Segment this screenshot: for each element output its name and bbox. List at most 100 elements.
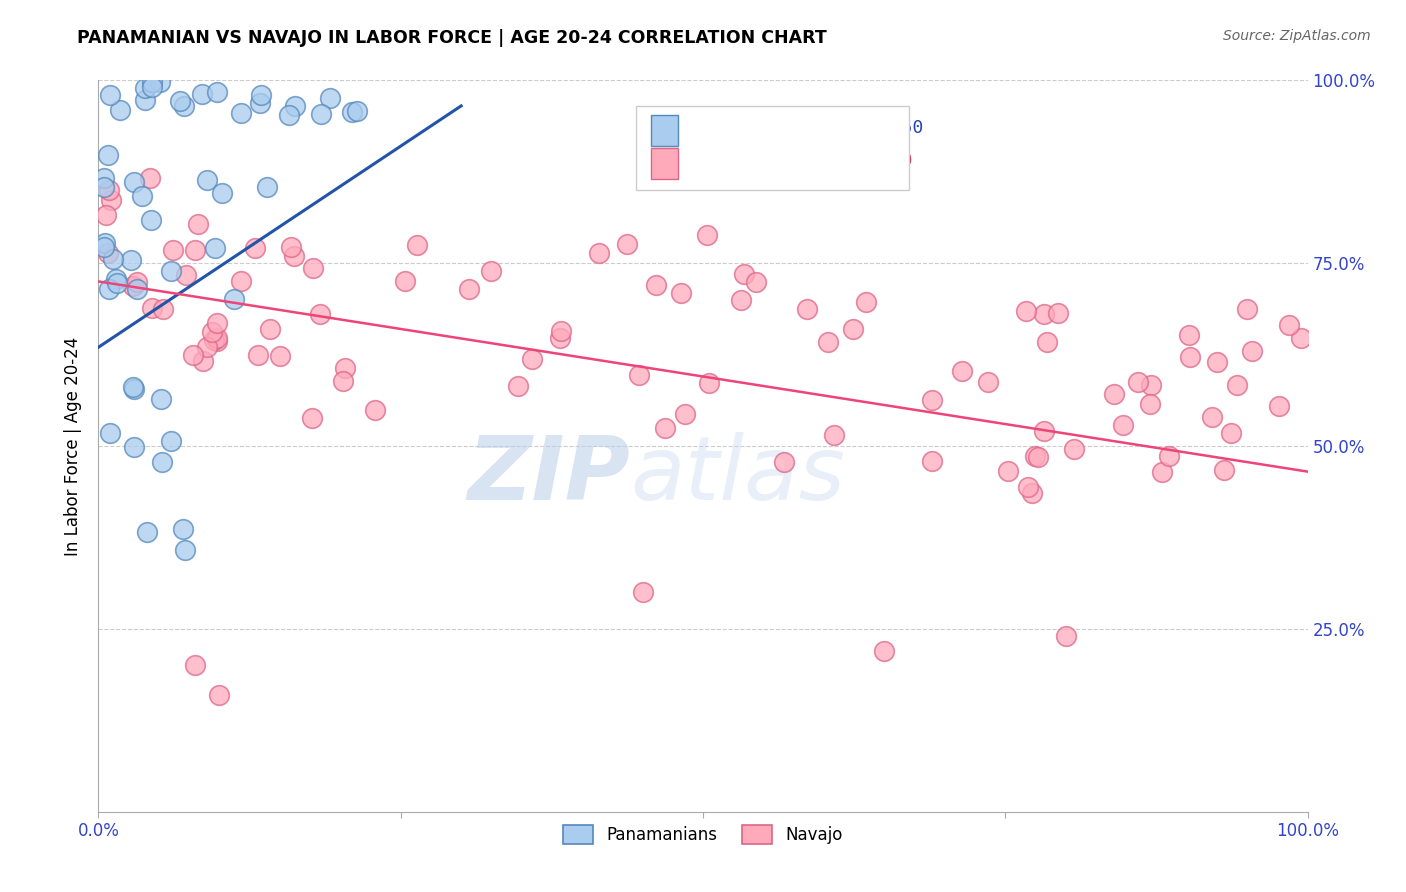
Point (259, 322, 281, 336)
Point (121, 252, 143, 267)
Point (191, 353, 214, 368)
Point (301, 261, 323, 276)
Point (841, 321, 863, 335)
Point (184, 658, 207, 673)
Point (174, 268, 197, 283)
Point (108, 103, 131, 117)
Point (100, 193, 122, 207)
Point (1033, 307, 1056, 321)
Point (1024, 450, 1046, 464)
Point (201, 325, 224, 339)
Point (122, 441, 145, 455)
Point (121, 379, 143, 393)
Point (1032, 424, 1054, 438)
Point (588, 245, 610, 260)
Point (333, 360, 356, 375)
Point (1178, 327, 1201, 342)
Point (950, 364, 973, 378)
Point (1278, 318, 1301, 333)
Point (479, 263, 502, 277)
Point (149, 75, 172, 89)
Point (139, 171, 162, 186)
Point (98, 425, 121, 440)
Point (249, 88, 271, 103)
Point (150, 392, 173, 407)
Point (1054, 629, 1077, 643)
Point (1063, 442, 1085, 457)
Point (122, 279, 145, 293)
Point (141, 80, 163, 95)
Point (730, 293, 752, 307)
Point (346, 103, 368, 118)
Point (364, 402, 387, 417)
Point (195, 173, 218, 187)
Point (1157, 450, 1180, 464)
FancyBboxPatch shape (651, 148, 678, 179)
Point (98, 282, 121, 296)
Point (673, 408, 696, 422)
Point (205, 316, 228, 330)
Point (141, 74, 163, 88)
Point (202, 333, 225, 347)
Point (520, 351, 543, 366)
Point (457, 283, 479, 297)
Point (205, 331, 228, 345)
Point (631, 585, 654, 599)
Point (256, 179, 278, 194)
Point (134, 81, 156, 95)
Point (105, 272, 128, 286)
Point (122, 175, 145, 189)
Point (231, 274, 253, 288)
Point (696, 227, 718, 242)
Point (162, 243, 184, 257)
Point (98, 183, 121, 197)
Point (181, 348, 204, 362)
Point (1026, 450, 1049, 464)
Point (211, 186, 233, 200)
Point (309, 107, 332, 121)
Point (997, 464, 1019, 478)
Point (318, 91, 340, 105)
Point (208, 688, 231, 702)
Text: R =   0.475    N = 50: R = 0.475 N = 50 (695, 119, 922, 137)
Point (159, 263, 181, 277)
Point (93, 240, 115, 254)
Point (628, 368, 651, 383)
Point (191, 87, 214, 102)
Point (1140, 378, 1163, 392)
Point (1017, 480, 1039, 494)
Point (1036, 335, 1059, 350)
Point (141, 301, 163, 315)
Point (93, 171, 115, 186)
Point (107, 276, 129, 290)
Point (173, 99, 195, 113)
Point (817, 334, 839, 349)
Point (93, 235, 115, 250)
Point (644, 277, 666, 292)
Point (98, 87, 121, 102)
Point (172, 523, 194, 537)
Point (249, 96, 271, 111)
Point (152, 301, 174, 316)
Point (134, 93, 156, 107)
FancyBboxPatch shape (637, 106, 908, 190)
Point (1139, 396, 1161, 410)
Point (332, 374, 354, 388)
Point (277, 108, 299, 122)
Point (745, 276, 768, 290)
Point (124, 382, 146, 396)
Point (1126, 375, 1149, 389)
Point (131, 189, 153, 203)
Point (94, 208, 117, 222)
Point (1178, 351, 1201, 365)
Point (1240, 343, 1263, 358)
Point (283, 248, 305, 262)
Point (301, 411, 323, 425)
Point (97, 148, 120, 162)
Point (1268, 399, 1291, 413)
Text: PANAMANIAN VS NAVAJO IN LABOR FORCE | AGE 20-24 CORRELATION CHART: PANAMANIAN VS NAVAJO IN LABOR FORCE | AG… (77, 29, 827, 46)
Point (1015, 303, 1038, 318)
Point (616, 236, 638, 251)
Point (169, 94, 191, 108)
Point (309, 307, 332, 321)
